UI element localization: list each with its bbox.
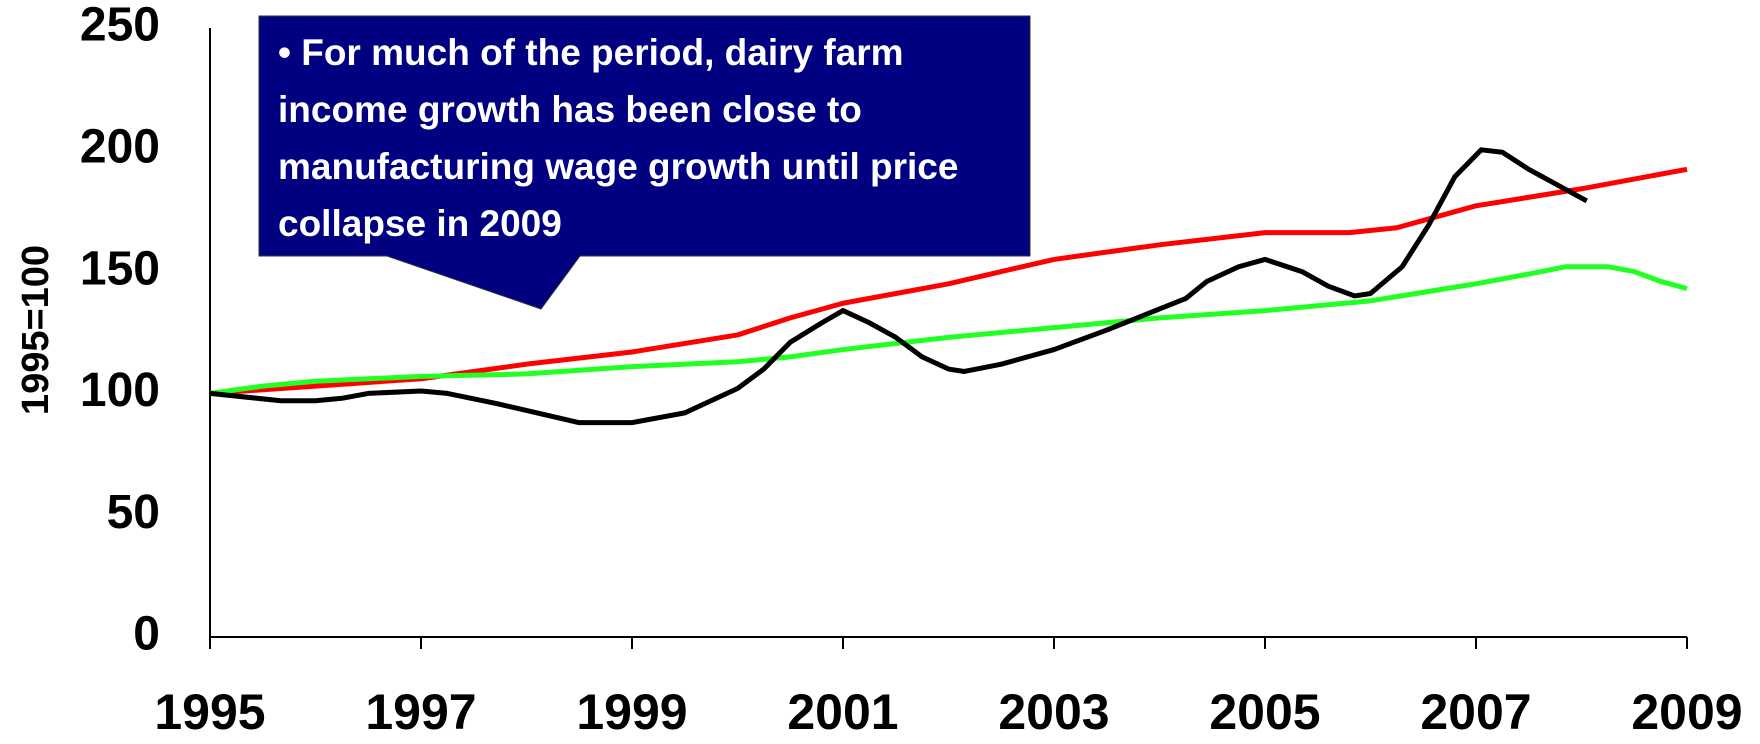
x-tick-label: 2001 <box>787 684 898 740</box>
x-tick-label: 1999 <box>576 684 687 740</box>
y-axis-label: 1995=100 <box>15 245 57 415</box>
x-tick-label: 1995 <box>154 684 265 740</box>
x-tick-label: 2009 <box>1631 684 1742 740</box>
series-line <box>209 166 1688 396</box>
callout-box <box>258 15 1031 310</box>
y-tick-label: 50 <box>107 486 160 539</box>
series-line <box>209 264 1688 396</box>
y-tick-label: 150 <box>80 242 160 295</box>
x-tick-label: 2005 <box>1209 684 1320 740</box>
annotation: • For much of the period, dairy farm inc… <box>278 32 959 244</box>
y-tick-label: 250 <box>80 0 160 52</box>
y-tick-label: 100 <box>80 364 160 417</box>
x-tick-label: 2007 <box>1420 684 1531 740</box>
x-tick-label: 2003 <box>998 684 1109 740</box>
y-tick-label: 0 <box>133 608 160 661</box>
x-tick-label: 1997 <box>365 684 476 740</box>
y-tick-label: 200 <box>80 120 160 173</box>
series-line <box>209 147 1588 426</box>
